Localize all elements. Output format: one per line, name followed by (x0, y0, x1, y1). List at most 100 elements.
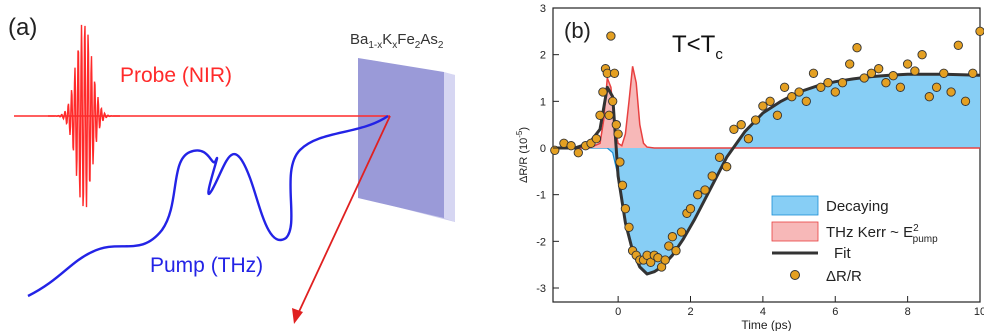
panel-b-chart: 0 2 4 6 8 10 -3 -2 -1 0 1 2 3 Time (ps) ΔR/R (10-5) (b… (515, 3, 984, 331)
data-point (816, 82, 826, 92)
data-point (960, 96, 971, 106)
data-point (667, 232, 678, 242)
material-label: Ba1-xKxFe2As2 (350, 31, 444, 51)
data-point (591, 134, 602, 144)
data-point (595, 110, 605, 120)
data-point (609, 68, 620, 78)
data-point (714, 152, 725, 162)
data-point (910, 66, 920, 76)
data-point (615, 157, 625, 167)
plot-frame (552, 7, 981, 303)
data-point (895, 82, 906, 92)
legend-swatch-kerr (771, 221, 819, 242)
legend-text-decaying: Decaying (826, 198, 889, 215)
data-point (606, 31, 616, 41)
sample-plate (358, 58, 455, 222)
arrow-head (292, 308, 303, 324)
data-point (830, 87, 840, 97)
decaying-area (553, 74, 980, 274)
data-point (823, 78, 833, 88)
y-tick-label: 2 (540, 50, 546, 62)
data-point (902, 59, 913, 69)
data-point (671, 246, 681, 256)
pump-wave (27, 115, 389, 298)
data-point (550, 145, 560, 155)
data-point (566, 141, 576, 151)
y-tick-label: -2 (536, 236, 546, 248)
pump-label: Pump (THz) (150, 254, 263, 277)
data-point (743, 134, 754, 144)
data-point (758, 101, 768, 111)
data-point (787, 92, 797, 102)
legend-text-data: ΔR/R (826, 268, 862, 285)
data-point (765, 96, 775, 106)
panel-a-schematic: (a) Ba1-xKxFe2As2 Probe (NIR) Pump (THz) (8, 14, 455, 324)
reflected-beam-arrow (296, 115, 391, 317)
x-tick-label: 0 (615, 306, 621, 318)
probe-pulse (48, 24, 120, 208)
y-tick-label: 3 (540, 3, 546, 15)
panel-b-label: (b) (564, 18, 591, 43)
data-point (604, 110, 614, 120)
data-point (968, 68, 978, 78)
data-point (852, 43, 862, 53)
y-tick-label: 0 (540, 143, 546, 155)
data-point (722, 162, 732, 172)
legend-marker-data (790, 270, 800, 280)
data-point (888, 71, 898, 81)
legend-text-kerr: THz Kerr ~ E2 pump (826, 223, 938, 245)
data-point (608, 96, 618, 106)
panel-a-label: (a) (8, 14, 37, 41)
legend-swatch-decaying (771, 195, 819, 216)
data-point (676, 227, 687, 237)
probe-label: Probe (NIR) (120, 64, 232, 87)
legend-text-fit: Fit (834, 245, 851, 262)
x-tick-label: 4 (760, 306, 766, 318)
data-point (664, 241, 674, 251)
data-point (617, 180, 628, 190)
legend: Decaying THz Kerr ~ E2 pump Fit ΔR/R (771, 195, 938, 285)
x-tick-label: 8 (905, 306, 911, 318)
data-point (750, 115, 761, 125)
data-point (859, 73, 869, 83)
data-point (613, 129, 623, 139)
data-point (700, 185, 710, 195)
data-point (693, 190, 703, 200)
x-tick-label: 2 (687, 306, 693, 318)
data-point (931, 82, 942, 92)
line-layer (553, 72, 981, 276)
data-point (808, 68, 819, 78)
data-point (917, 50, 927, 60)
data-point (946, 87, 956, 97)
x-axis-label: Time (ps) (741, 318, 791, 331)
data-point (975, 26, 984, 36)
data-point (939, 68, 949, 78)
axes: 0 2 4 6 8 10 -3 -2 -1 0 1 2 3 Time (ps) ΔR/R (10-5) (515, 3, 984, 331)
data-point (924, 92, 934, 102)
point-layer (550, 26, 984, 272)
data-point (598, 87, 608, 97)
data-point (845, 59, 855, 69)
data-point (801, 96, 811, 106)
x-tick-label: 10 (974, 306, 984, 318)
fit-line (553, 72, 981, 276)
x-tick-label: 6 (832, 306, 838, 318)
y-tick-label: 1 (540, 96, 546, 108)
data-point (794, 87, 804, 97)
data-point (874, 64, 884, 74)
data-point (772, 110, 783, 120)
data-point (573, 148, 583, 158)
data-point (620, 204, 631, 214)
condition-label: T<Tc (672, 31, 723, 63)
data-point (736, 120, 746, 130)
y-tick-label: -3 (536, 283, 546, 295)
data-point (779, 82, 790, 92)
data-point (624, 222, 634, 232)
data-point (881, 78, 891, 88)
data-point (953, 40, 963, 50)
data-point (729, 124, 739, 134)
y-tick-label: -1 (536, 190, 546, 202)
data-point (837, 78, 848, 88)
data-point (866, 68, 877, 78)
y-axis-label: ΔR/R (10-5) (515, 127, 530, 183)
